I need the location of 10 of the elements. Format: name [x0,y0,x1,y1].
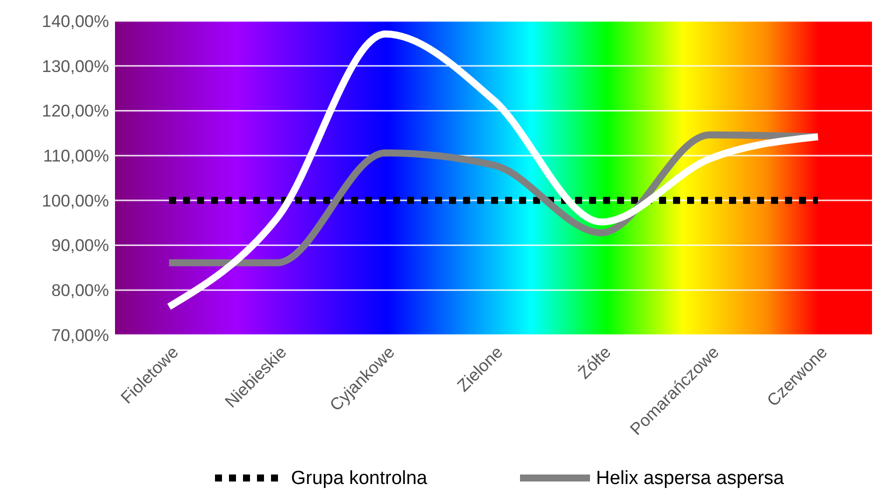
y-tick-label: 110,00% [43,146,109,166]
y-tick-label: 140,00% [42,12,109,31]
y-tick-label: 70,00% [51,326,109,345]
y-tick-label: 100,00% [42,191,109,210]
y-tick-label: 130,00% [42,56,109,76]
y-tick-label: 90,00% [51,236,109,256]
legend-label: Grupa kontrolna [291,468,428,489]
y-tick-label: 120,00% [42,102,109,121]
legend-label: Helix aspersa aspersa [596,468,784,489]
y-tick-label: 80,00% [51,281,109,300]
